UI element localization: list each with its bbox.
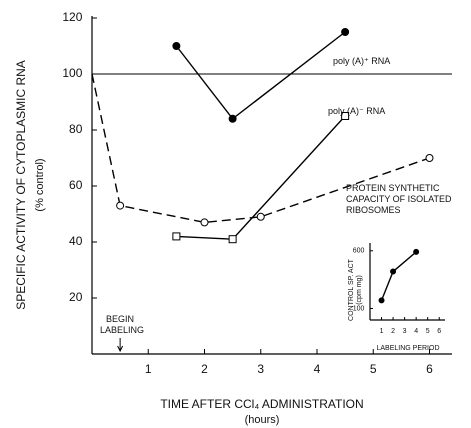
x-tick-label: 6 xyxy=(437,328,441,335)
y-axis-label: SPECIFIC ACTIVITY OF CYTOPLASMIC RNA xyxy=(14,60,28,310)
inset-y-label: CONTROL SP. ACT xyxy=(348,258,355,321)
x-tick-label: 1 xyxy=(145,362,152,376)
y-tick-label: 80 xyxy=(69,122,83,136)
x-tick-label: 1 xyxy=(380,328,384,335)
x-axis-label: TIME AFTER CCl₄ ADMINISTRATION xyxy=(160,397,363,411)
y-tick-label: 600 xyxy=(353,248,365,255)
inset-x-label: LABELING PERIOD xyxy=(376,345,439,352)
y-tick-label: 40 xyxy=(69,234,83,248)
point xyxy=(378,297,385,304)
y-tick-label: 100 xyxy=(62,66,82,80)
point xyxy=(228,114,237,123)
point xyxy=(341,112,350,120)
series-line xyxy=(380,251,417,301)
point xyxy=(341,28,350,36)
series-label: PROTEIN SYNTHETIC CAPACITY OF ISOLATED R… xyxy=(346,183,452,215)
point xyxy=(172,232,181,241)
y-axis-unit: (% control) xyxy=(34,158,46,211)
series-label: poly (A)⁺ RNA xyxy=(333,56,391,66)
x-tick-label: 5 xyxy=(426,328,430,335)
point xyxy=(256,212,265,221)
inset-y-unit: (cpm mg) xyxy=(356,275,363,305)
x-tick-label: 6 xyxy=(426,362,433,376)
y-tick-label: 120 xyxy=(62,10,82,24)
point xyxy=(413,248,420,255)
series-label: poly (A)⁻ RNA xyxy=(328,106,386,116)
y-tick-label: 20 xyxy=(69,290,83,304)
x-tick-label: 2 xyxy=(391,328,395,335)
x-axis-unit: (hours) xyxy=(245,414,280,426)
point xyxy=(390,268,397,275)
x-tick-label: 4 xyxy=(414,328,418,335)
x-tick-label: 2 xyxy=(201,362,208,376)
x-tick-label: 3 xyxy=(257,362,264,376)
point xyxy=(200,218,209,227)
series-line xyxy=(91,73,430,224)
point xyxy=(172,42,181,50)
point xyxy=(425,154,434,162)
annotation-arrow xyxy=(117,338,124,353)
annotation: BEGIN LABELING xyxy=(100,314,145,335)
x-tick-label: 3 xyxy=(403,328,407,335)
series-line xyxy=(175,31,346,120)
point xyxy=(228,235,237,244)
y-tick-label: 60 xyxy=(69,178,83,192)
y-tick-label: 100 xyxy=(353,305,365,312)
x-tick-label: 5 xyxy=(370,362,377,376)
x-tick-label: 4 xyxy=(314,362,321,376)
point xyxy=(116,201,125,210)
